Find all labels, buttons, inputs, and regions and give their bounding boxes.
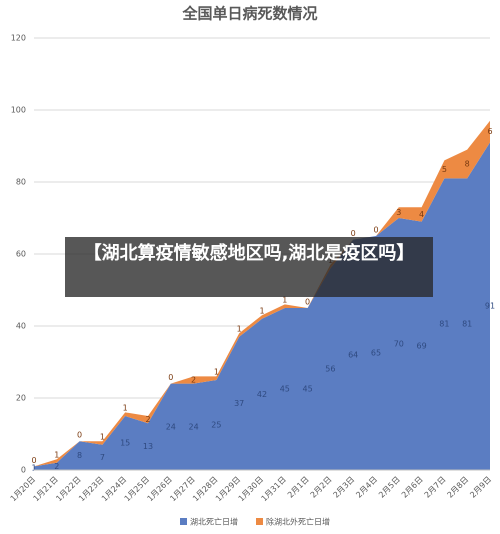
data-label: 24: [189, 422, 199, 431]
x-tick-label: 2月9日: [468, 475, 493, 500]
y-tick-label: 20: [16, 394, 26, 403]
legend-swatch: [256, 518, 263, 525]
data-label: 24: [166, 422, 176, 431]
data-label: 2: [191, 376, 196, 385]
data-label: 5: [442, 165, 447, 174]
data-label: 42: [257, 390, 267, 399]
y-tick-label: 60: [16, 250, 26, 259]
data-label: 4: [419, 210, 424, 219]
data-label: 1: [123, 404, 128, 413]
data-label: 45: [280, 385, 290, 394]
data-label: 37: [234, 399, 244, 408]
x-tick-label: 2月4日: [354, 475, 379, 500]
data-label: 8: [77, 451, 82, 460]
y-tick-label: 0: [21, 466, 26, 475]
data-label: 1: [31, 464, 36, 473]
data-label: 0: [31, 456, 36, 465]
data-label: 64: [348, 350, 358, 359]
data-label: 56: [325, 365, 335, 374]
annotation-banner: 【湖北算疫情敏感地区吗,湖北是疫区吗】: [65, 237, 433, 297]
x-tick-label: 2月2日: [309, 475, 334, 500]
legend-label: 湖北死亡日增: [190, 517, 238, 527]
y-tick-label: 40: [16, 322, 26, 331]
data-label: 1: [259, 307, 264, 316]
data-label: 13: [143, 442, 153, 451]
x-tick-label: 2月5日: [377, 475, 402, 500]
x-tick-label: 2月8日: [446, 475, 471, 500]
data-label: 0: [305, 298, 310, 307]
data-label: 81: [439, 320, 449, 329]
data-label: 0: [351, 229, 356, 238]
data-label: 1: [100, 433, 105, 442]
data-label: 0: [168, 373, 173, 382]
data-label: 6: [487, 127, 492, 136]
legend-swatch: [180, 518, 187, 525]
data-label: 1: [54, 451, 59, 460]
x-tick-label: 2月7日: [423, 475, 448, 500]
data-label: 1: [237, 325, 242, 334]
y-tick-label: 120: [11, 34, 26, 43]
x-tick-label: 2月3日: [332, 475, 357, 500]
legend-label: 除湖北外死亡日增: [266, 517, 330, 527]
data-label: 7: [100, 453, 105, 462]
data-label: 3: [396, 208, 401, 217]
data-label: 91: [485, 302, 495, 311]
data-label: 2: [54, 462, 59, 471]
y-tick-label: 100: [11, 106, 26, 115]
data-label: 1: [282, 296, 287, 305]
data-label: 0: [373, 226, 378, 235]
data-label: 2: [145, 415, 150, 424]
x-tick-label: 2月6日: [400, 475, 425, 500]
data-label: 0: [77, 431, 82, 440]
data-label: 15: [120, 439, 130, 448]
data-label: 69: [417, 341, 427, 350]
chart-title: 全国单日病死数情况: [181, 5, 317, 23]
data-label: 8: [465, 160, 470, 169]
data-label: 45: [303, 385, 313, 394]
x-tick-label: 2月1日: [286, 475, 311, 500]
x-tick-label: 1月31日: [259, 475, 287, 503]
data-label: 65: [371, 349, 381, 358]
data-label: 81: [462, 320, 472, 329]
y-tick-label: 80: [16, 178, 26, 187]
area: [34, 142, 490, 470]
data-label: 25: [211, 421, 221, 430]
data-label: 70: [394, 340, 404, 349]
data-label: 1: [214, 368, 219, 377]
